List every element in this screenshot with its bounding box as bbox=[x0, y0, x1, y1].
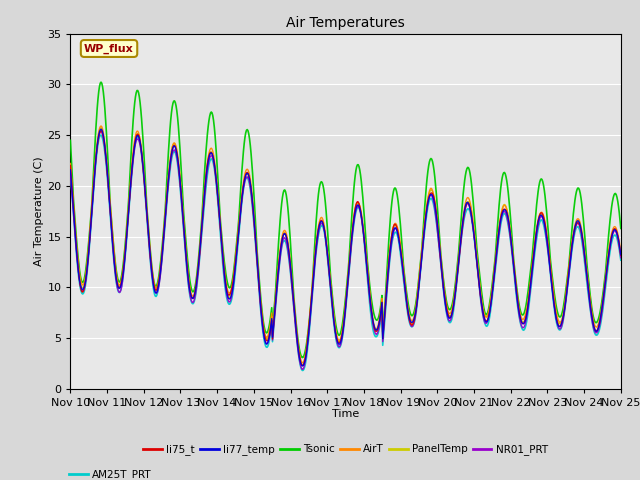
Text: WP_flux: WP_flux bbox=[84, 43, 134, 54]
X-axis label: Time: Time bbox=[332, 409, 359, 419]
Legend: AM25T_PRT: AM25T_PRT bbox=[65, 465, 156, 480]
Y-axis label: Air Temperature (C): Air Temperature (C) bbox=[35, 156, 44, 266]
Bar bbox=[70, 84, 621, 186]
Title: Air Temperatures: Air Temperatures bbox=[286, 16, 405, 30]
